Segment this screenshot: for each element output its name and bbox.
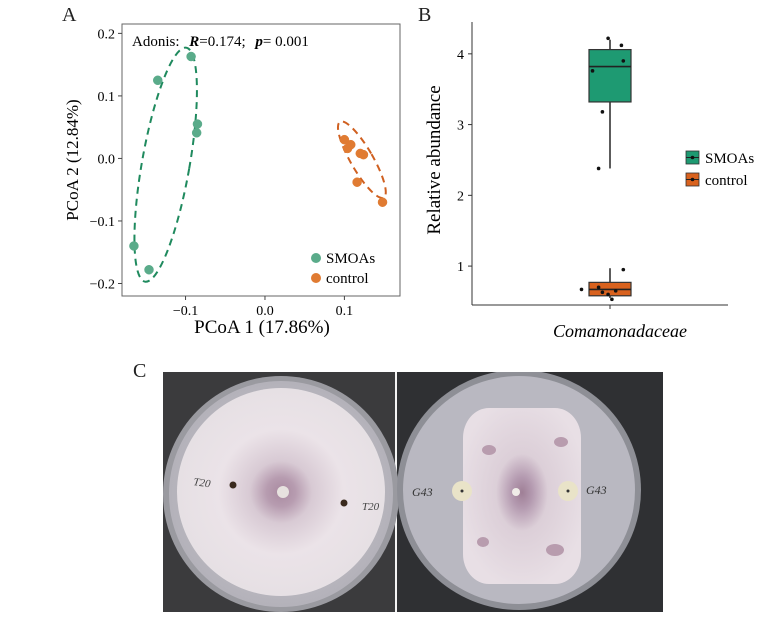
y-axis-label-b: Relative abundance xyxy=(424,85,445,234)
jitter-point-control xyxy=(610,297,614,302)
panel-letter-a: A xyxy=(62,4,77,26)
jitter-point-smoas xyxy=(600,110,605,114)
point-control xyxy=(358,149,369,160)
disc-left-2 xyxy=(340,499,348,507)
y-tick-label-a: 0.0 xyxy=(98,152,116,167)
y-tick-label-b: 4 xyxy=(457,48,464,63)
label-g43-right: G43 xyxy=(586,483,607,497)
jitter-point-control xyxy=(621,267,626,272)
point-control xyxy=(339,134,350,145)
x-axis-label-b: Comamonadaceae xyxy=(553,321,687,341)
jitter-point-smoas xyxy=(606,36,610,41)
jitter-point-smoas xyxy=(596,166,601,171)
adonis-r-label: R xyxy=(188,34,199,50)
label-t20-right: T20 xyxy=(362,501,380,513)
point-control xyxy=(342,143,353,154)
legend-a-swatch-smoas xyxy=(311,253,321,263)
x-tick-label-a: 0.1 xyxy=(336,304,354,319)
adonis-p-label: p xyxy=(253,34,263,50)
adonis-r-value: =0.174; xyxy=(199,34,245,50)
jitter-point-control xyxy=(613,289,618,293)
panel-letter-b: B xyxy=(418,4,432,26)
disc-right-1 xyxy=(460,489,464,493)
disc-right-2 xyxy=(566,489,570,493)
box-smoas xyxy=(588,48,632,103)
petri-dish-t20: T20 T20 xyxy=(163,376,399,612)
point-smoas xyxy=(191,128,202,138)
x-tick-label-a: 0.0 xyxy=(256,304,274,319)
point-smoas xyxy=(144,264,154,275)
adonis-prefix: Adonis: xyxy=(132,34,180,50)
disc-left-1 xyxy=(229,481,237,489)
jitter-point-smoas xyxy=(619,43,624,48)
adonis-p-value: = 0.001 xyxy=(263,34,309,50)
plot-a-frame xyxy=(121,23,401,297)
panel-letter-c: C xyxy=(133,360,147,382)
point-smoas xyxy=(152,75,163,86)
y-axis-label-a: PCoA 2 (12.84%) xyxy=(63,99,82,220)
legend-a-label-smoas: SMOAs xyxy=(326,251,375,267)
legend-a-label-control: control xyxy=(326,271,369,287)
jitter-point-smoas xyxy=(621,59,626,63)
legend-a-swatch-control xyxy=(311,273,321,283)
petri-dish-g43: G43 G43 xyxy=(397,372,641,610)
jitter-point-smoas xyxy=(590,69,595,73)
petri-dish-photo: T20 T20 G43 G43 xyxy=(163,372,663,612)
y-tick-label-b: 1 xyxy=(457,260,464,275)
inoculum-right xyxy=(512,488,520,496)
legend-b-label-smoas: SMOAs xyxy=(705,151,754,167)
x-axis-label-a: PCoA 1 (17.86%) xyxy=(194,317,330,338)
jitter-point-control xyxy=(579,287,584,292)
lesion-right-4 xyxy=(554,437,568,447)
adonis-annotation: Adonis: R=0.174; p= 0.001 xyxy=(132,34,309,50)
pcoa-scatter-chart: −0.1 0.0 0.1 −0.2 −0.1 0.0 0.1 0.2 Adonis: R=0… xyxy=(63,23,401,338)
y-tick-label-a: −0.1 xyxy=(90,215,115,230)
relative-abundance-boxplot: 1 2 3 4 Relative abundance Comamonadaceae S… xyxy=(424,22,754,341)
y-tick-label-a: 0.2 xyxy=(98,27,116,42)
inoculum-left xyxy=(277,486,289,498)
y-tick-label-a: 0.1 xyxy=(98,90,116,105)
jitter-point-control xyxy=(596,285,601,290)
point-control xyxy=(377,197,388,207)
legend-a: SMOAs control xyxy=(311,251,375,287)
label-g43-left: G43 xyxy=(412,485,433,499)
jitter-point-control xyxy=(606,292,610,297)
point-smoas xyxy=(129,241,139,251)
lesion-right-2 xyxy=(546,544,564,556)
x-tick-label-a: −0.1 xyxy=(173,304,198,319)
label-t20-left: T20 xyxy=(193,476,212,490)
ellipse-control xyxy=(336,120,387,199)
y-tick-label-b: 2 xyxy=(457,189,464,204)
ellipse-smoas xyxy=(133,46,198,283)
jitter-point-control xyxy=(600,290,605,295)
lesion-right-1 xyxy=(482,445,496,455)
y-tick-label-a: −0.2 xyxy=(90,277,115,292)
point-smoas xyxy=(192,119,203,129)
legend-b: SMOAs control xyxy=(685,150,754,189)
y-tick-label-b: 3 xyxy=(457,119,464,134)
point-control xyxy=(352,177,362,187)
legend-b-label-control: control xyxy=(705,173,748,189)
point-smoas xyxy=(186,51,196,62)
lesion-right-3 xyxy=(477,537,489,547)
